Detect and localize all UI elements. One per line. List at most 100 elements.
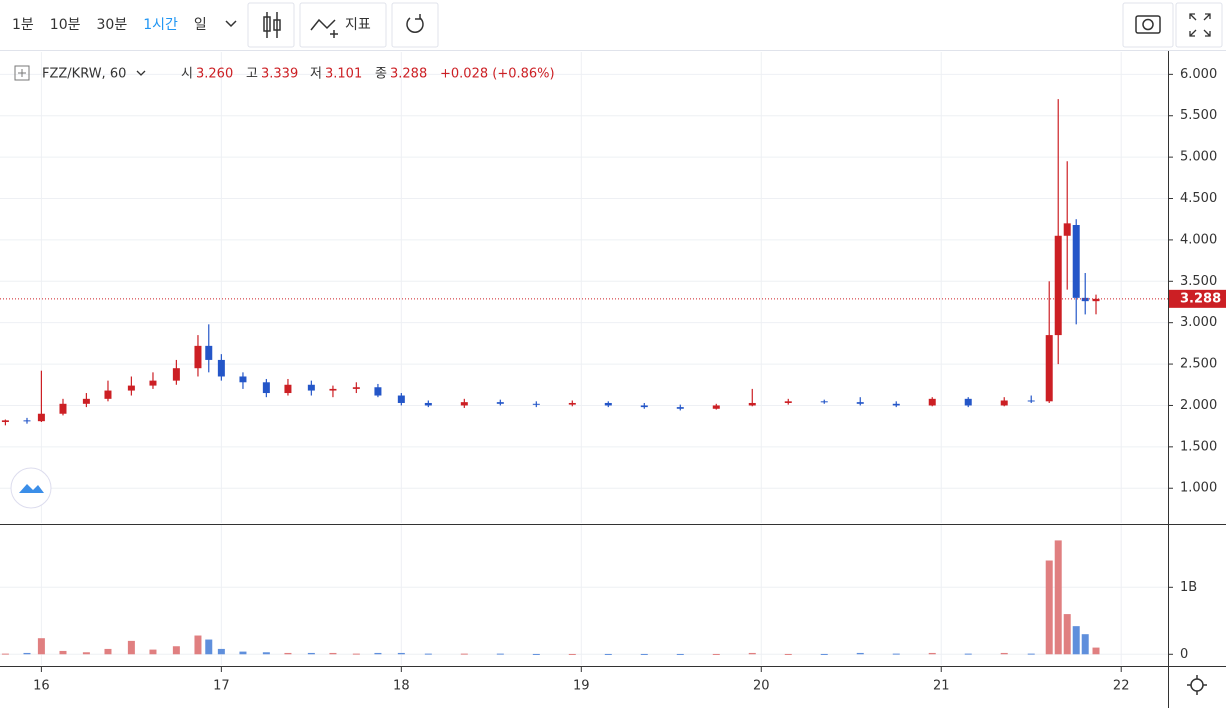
volume-bar bbox=[1000, 652, 1008, 655]
chart-type-button[interactable] bbox=[247, 2, 295, 48]
candle-icon bbox=[263, 12, 281, 38]
volume-bar bbox=[397, 652, 405, 655]
axes: 16 17 18 19 20 21 22 1.000 1.500 2.000 2.500 3.000 3… bbox=[33, 67, 1226, 694]
fullscreen-icon bbox=[1189, 13, 1211, 37]
interval-button[interactable]: 10분 bbox=[50, 17, 81, 33]
candle-body bbox=[964, 398, 972, 406]
fullscreen-button[interactable] bbox=[1175, 2, 1223, 48]
candle-body bbox=[149, 380, 157, 386]
high-label: 고 bbox=[246, 67, 258, 82]
y-tick-label: 3.500 bbox=[1180, 274, 1217, 289]
y-tick-label: 5.000 bbox=[1180, 150, 1217, 165]
x-tick-label: 17 bbox=[213, 679, 230, 694]
dropdown-icon[interactable] bbox=[225, 20, 237, 28]
candle-body bbox=[1054, 235, 1062, 336]
toolbar: 1분 10분 30분 1시간 일 bbox=[12, 17, 207, 33]
volume-bar bbox=[1063, 614, 1071, 655]
indicator-icon bbox=[310, 18, 336, 31]
candle-body bbox=[104, 390, 112, 399]
candle-body bbox=[352, 387, 360, 389]
y-tick-label: 5.500 bbox=[1180, 108, 1217, 123]
candle-body bbox=[217, 359, 225, 377]
volume-bar bbox=[532, 653, 540, 655]
reset-button[interactable] bbox=[391, 2, 439, 48]
y-tick-label: 1.000 bbox=[1180, 481, 1217, 496]
volume-bar bbox=[205, 639, 213, 655]
volume-bar bbox=[172, 646, 180, 655]
candle-body bbox=[424, 402, 432, 406]
volume-bar bbox=[37, 638, 45, 655]
volume-bar bbox=[59, 650, 67, 655]
screenshot-button[interactable] bbox=[1122, 2, 1174, 48]
volume-bar bbox=[23, 652, 31, 655]
candle-body bbox=[1, 420, 9, 423]
volume-bar bbox=[149, 649, 157, 655]
volume-bar bbox=[1027, 653, 1035, 655]
candle-body bbox=[820, 401, 828, 403]
close-label: 종 bbox=[375, 67, 387, 82]
volume-tick-label: 0 bbox=[1180, 647, 1188, 662]
volume-bar bbox=[1081, 634, 1089, 655]
y-tick-label: 4.000 bbox=[1180, 232, 1217, 247]
volume-bar bbox=[1054, 540, 1062, 655]
candle-body bbox=[748, 402, 756, 406]
candle-body bbox=[1000, 400, 1008, 406]
y-tick-label: 6.000 bbox=[1180, 67, 1217, 82]
candle-body bbox=[892, 403, 900, 406]
y-tick-label: 1.500 bbox=[1180, 439, 1217, 454]
x-tick-label: 21 bbox=[933, 679, 950, 694]
volume-bar bbox=[784, 653, 792, 655]
symbol[interactable]: FZZ/KRW, 60 bbox=[42, 67, 126, 82]
volume-bar bbox=[712, 653, 720, 655]
volume-bar bbox=[748, 652, 756, 655]
volume-bar bbox=[284, 652, 292, 655]
interval-button[interactable]: 1분 bbox=[12, 17, 34, 33]
volume-bar bbox=[928, 652, 936, 655]
volume-bar bbox=[424, 653, 432, 655]
candle-body bbox=[127, 385, 135, 391]
candle-body bbox=[82, 398, 90, 404]
camera-lens bbox=[1142, 18, 1154, 31]
symbol-dropdown[interactable] bbox=[136, 70, 146, 76]
candle-body bbox=[37, 413, 45, 422]
volume-bar bbox=[568, 653, 576, 655]
x-tick-label: 16 bbox=[33, 679, 50, 694]
candle-body bbox=[284, 384, 292, 394]
x-tick-label: 20 bbox=[753, 679, 770, 694]
volume-bar bbox=[127, 640, 135, 655]
interval-button[interactable]: 1시간 bbox=[143, 17, 178, 33]
interval-button[interactable]: 30분 bbox=[97, 17, 128, 33]
expand-icon[interactable] bbox=[14, 65, 30, 81]
indicator-button[interactable] bbox=[299, 2, 387, 48]
x-tick-label: 18 bbox=[393, 679, 410, 694]
candle-body bbox=[928, 398, 936, 406]
volume-bar bbox=[856, 652, 864, 655]
expand-plus bbox=[18, 69, 26, 77]
x-tick-label: 22 bbox=[1113, 679, 1130, 694]
candle-body bbox=[640, 405, 648, 408]
y-tick-label: 4.500 bbox=[1180, 191, 1217, 206]
candle-body bbox=[496, 402, 504, 404]
volume-bar bbox=[1092, 647, 1100, 655]
indicator-label: 지표 bbox=[345, 17, 371, 33]
candle-body bbox=[194, 345, 202, 369]
candle-body bbox=[460, 402, 468, 406]
candle-body bbox=[676, 407, 684, 409]
candle-body bbox=[604, 402, 612, 406]
x-tick-label: 19 bbox=[573, 679, 590, 694]
volume-bar bbox=[307, 652, 315, 655]
low-label: 저 bbox=[310, 67, 322, 82]
reset-icon bbox=[406, 17, 424, 33]
high-value: 3.339 bbox=[261, 67, 298, 82]
volume-bar bbox=[374, 652, 382, 655]
volume-bar bbox=[820, 653, 828, 655]
grid bbox=[0, 52, 1168, 665]
candle-body bbox=[1092, 298, 1100, 302]
candle-body bbox=[59, 403, 67, 414]
last-price-box bbox=[1169, 289, 1226, 308]
candle-body bbox=[1081, 297, 1089, 302]
change: +0.028 (+0.86%) bbox=[440, 67, 555, 82]
interval-button[interactable]: 일 bbox=[194, 17, 207, 33]
y-tick-label: 2.500 bbox=[1180, 357, 1217, 372]
volume-bar bbox=[239, 651, 247, 655]
